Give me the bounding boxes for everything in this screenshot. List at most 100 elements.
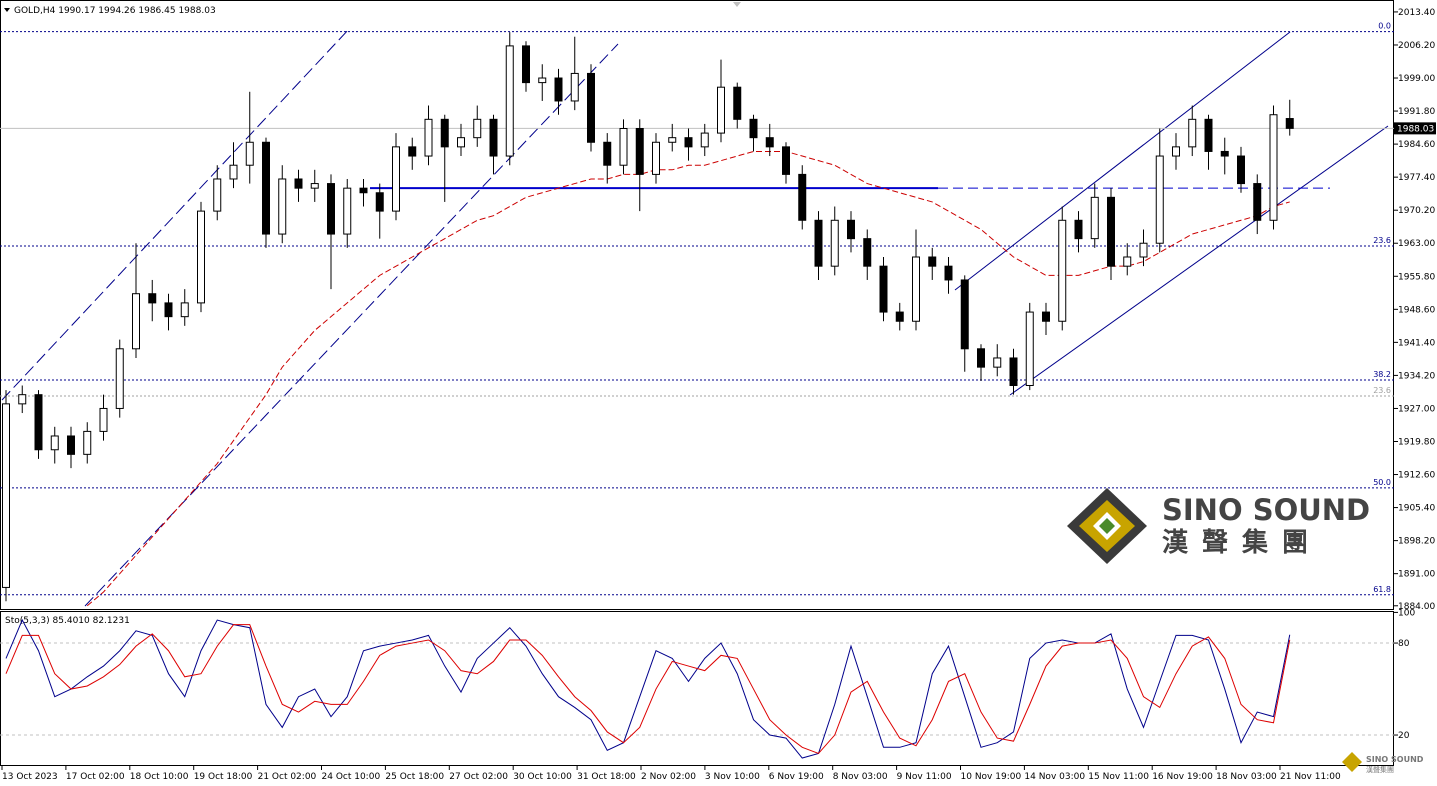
candle-body: [1107, 196, 1115, 267]
fib-label: 61.8: [1373, 585, 1391, 594]
candle-body: [522, 45, 530, 84]
candle-body: [83, 430, 92, 455]
logo: SINO SOUND 漢聲集團: [1067, 488, 1370, 564]
logo-diamond: [1342, 752, 1362, 772]
y-tick-label: 1927.00: [1398, 404, 1435, 414]
x-tick-label: 9 Nov 11:00: [897, 772, 952, 782]
candle-body: [440, 118, 449, 148]
candle-body: [814, 219, 823, 267]
candle-body: [847, 219, 855, 240]
candle-body: [717, 86, 725, 134]
candle-body: [635, 128, 644, 175]
candle-body: [1139, 242, 1148, 258]
y-tick-label: 1934.20: [1398, 371, 1435, 381]
y-tick-label: 1948.60: [1398, 305, 1435, 315]
y-tick-label: 1991.80: [1398, 107, 1435, 117]
x-tick-label: 19 Oct 18:00: [194, 772, 253, 782]
x-tick-label: 18 Oct 10:00: [130, 772, 189, 782]
candle-body: [1220, 150, 1229, 157]
y-tick-label: 1912.60: [1398, 471, 1435, 481]
x-tick-label: 2 Nov 02:00: [641, 772, 696, 782]
candle-body: [733, 86, 742, 120]
y-tick-label: 1963.00: [1398, 239, 1435, 249]
candle-body: [1172, 146, 1180, 157]
candle-body: [684, 137, 693, 148]
candle-body: [489, 118, 498, 157]
y-tick-label: 1898.20: [1398, 537, 1435, 547]
y-tick-label: 1891.00: [1398, 570, 1435, 580]
x-tick-label: 21 Nov 11:00: [1280, 772, 1341, 782]
x-tick-label: 31 Oct 18:00: [577, 772, 636, 782]
candle-body: [310, 183, 319, 189]
candle-body: [603, 141, 612, 166]
y-tick-label: 2006.20: [1398, 41, 1435, 51]
moving-average: [86, 150, 1290, 607]
candle-body: [278, 178, 287, 235]
candle-body: [863, 238, 872, 267]
x-tick-label: 8 Nov 03:00: [833, 772, 888, 782]
x-tick-label: 21 Oct 02:00: [258, 772, 317, 782]
candle-body: [960, 279, 969, 350]
y-tick-label: 80: [1398, 639, 1410, 649]
candle-body: [1253, 183, 1262, 221]
x-tick-label: 25 Oct 18:00: [385, 772, 444, 782]
logo-text: SINO SOUND: [1162, 493, 1370, 527]
y-tick-label: 1970.20: [1398, 206, 1435, 216]
candle-body: [245, 141, 254, 166]
x-tick-label: 18 Nov 03:00: [1216, 772, 1277, 782]
symbol-header: GOLD,H4 1990.17 1994.26 1986.45 1988.03: [14, 6, 216, 16]
candle-body: [749, 118, 758, 139]
y-tick-label: 1919.80: [1398, 437, 1435, 447]
y-tick-label: 1905.40: [1398, 504, 1435, 514]
candle-body: [668, 137, 677, 143]
sub-panel-frame: [0, 611, 1394, 766]
x-tick-label: 17 Oct 02:00: [66, 772, 125, 782]
candle-body: [473, 118, 482, 139]
candle-body: [392, 146, 400, 212]
x-tick-label: 6 Nov 19:00: [769, 772, 824, 782]
channel-line: [954, 31, 1291, 291]
candle-body: [700, 132, 709, 148]
candle-body: [1269, 114, 1278, 221]
y-tick-label: 20: [1398, 731, 1410, 741]
candle-body: [457, 137, 465, 148]
candle-body: [148, 293, 157, 304]
candle-body: [570, 72, 579, 102]
candle-body: [408, 146, 417, 157]
x-tick-label: 14 Nov 03:00: [1024, 772, 1085, 782]
price-box: [1394, 122, 1436, 135]
candle-body: [977, 348, 985, 368]
candle-body: [1025, 311, 1034, 387]
stochastic-line: [5, 618, 1291, 759]
x-tick-label: 13 Oct 2023: [2, 772, 58, 782]
candle-body: [1074, 219, 1083, 240]
y-tick-label: 2013.40: [1398, 8, 1435, 18]
candle-body: [765, 137, 774, 148]
shift-marker: [733, 2, 741, 7]
stochastic-line: [5, 624, 1291, 755]
candle-body: [99, 407, 108, 432]
fib-label: 23.6: [1373, 236, 1391, 245]
x-tick-label: 24 Oct 10:00: [322, 772, 381, 782]
candle-body: [1123, 256, 1132, 267]
candle-body: [538, 77, 547, 84]
y-tick-label: 1941.40: [1398, 338, 1435, 348]
small-logo: SINO SOUND 漢聲集團: [1342, 752, 1424, 774]
candle-body: [375, 192, 384, 212]
candle-body: [115, 348, 124, 409]
candle-body: [587, 72, 595, 143]
candle-body: [1090, 196, 1099, 240]
logo-text: SINO SOUND: [1366, 755, 1424, 764]
candle-body: [229, 164, 238, 180]
candle-body: [132, 293, 140, 350]
y-tick-label: 100: [1398, 608, 1415, 618]
candle-body: [262, 141, 270, 235]
x-tick-label: 27 Oct 02:00: [449, 772, 508, 782]
candle-body: [343, 187, 352, 235]
candle-body: [327, 183, 335, 235]
x-tick-label: 30 Oct 10:00: [513, 772, 572, 782]
fib-label: 23.6: [1373, 386, 1391, 395]
candle-body: [2, 403, 10, 588]
candle-body: [879, 265, 888, 313]
candle-body: [67, 435, 75, 455]
